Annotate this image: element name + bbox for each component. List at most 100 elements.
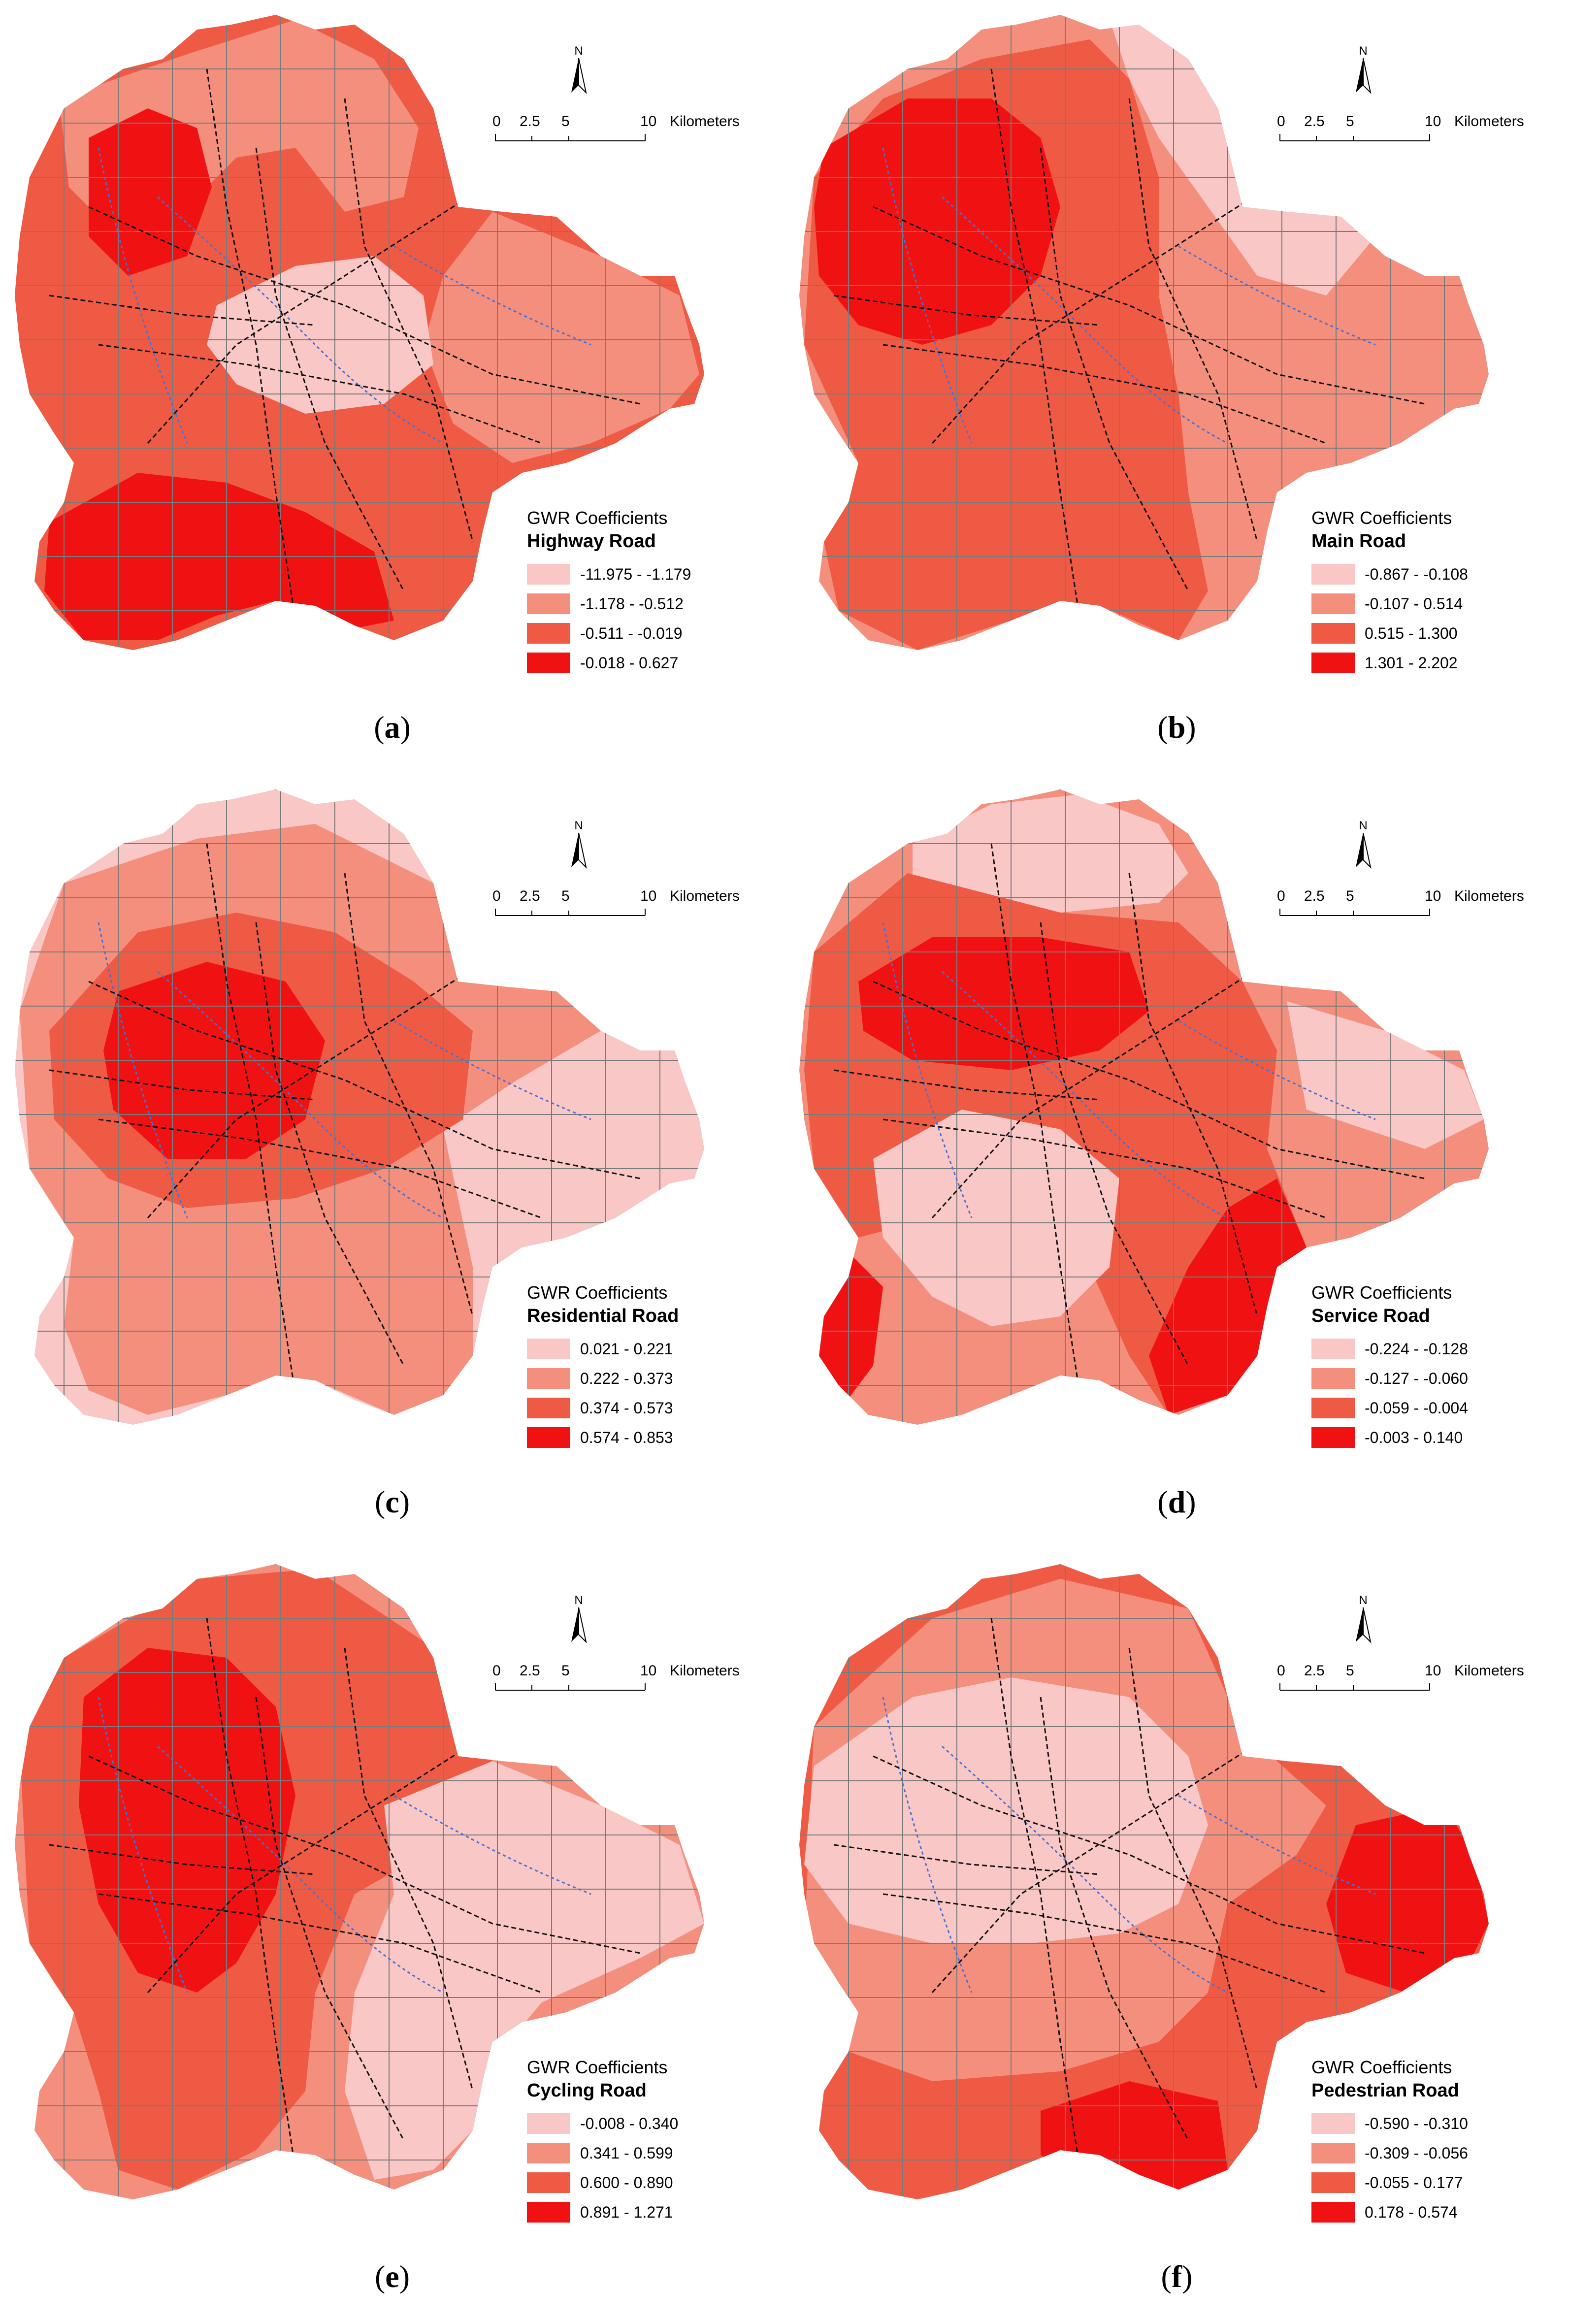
legend-swatch xyxy=(1311,2113,1355,2134)
scale-bar: 0 2.5 5 10 Kilometers xyxy=(1277,888,1543,922)
legend-row: 0.178 - 0.574 xyxy=(1311,2197,1518,2227)
legend-title: GWR Coefficients xyxy=(1311,508,1452,528)
legend-row: 0.600 - 0.890 xyxy=(527,2168,734,2197)
legend-row: -1.178 - -0.512 xyxy=(527,589,734,619)
legend-row: -0.055 - 0.177 xyxy=(1311,2168,1518,2197)
legend-swatch xyxy=(1311,2202,1355,2223)
scale-unit: Kilometers xyxy=(1454,888,1524,904)
choropleth-map xyxy=(15,1564,704,2199)
panel-letter: a xyxy=(384,710,400,745)
scale-unit: Kilometers xyxy=(670,888,740,904)
water-lines xyxy=(98,1697,591,1994)
map-panel-e: N 0 2.5 5 10 Kilometers GWR C xyxy=(0,1549,784,2324)
north-label: N xyxy=(574,1594,583,1607)
legend-title: GWR Coefficients xyxy=(527,1282,668,1303)
legend: GWR Coefficients Pedestrian Road -0.590 … xyxy=(1311,2057,1518,2227)
legend-class-label: 0.515 - 1.300 xyxy=(1365,624,1458,642)
scale-tick-0: 0 xyxy=(1277,888,1285,904)
north-arrow: N xyxy=(1351,44,1375,98)
north-label: N xyxy=(1359,1594,1368,1607)
legend-row: -0.867 - -0.108 xyxy=(1311,559,1518,589)
road-network xyxy=(49,68,641,621)
legend-class-label: -0.059 - -0.004 xyxy=(1365,1399,1468,1417)
legend-row: -0.018 - 0.627 xyxy=(527,648,734,678)
legend-class-label: 0.891 - 1.271 xyxy=(580,2203,673,2221)
legend-class-label: 1.301 - 2.202 xyxy=(1365,654,1458,672)
legend-class-label: -0.127 - -0.060 xyxy=(1365,1369,1468,1387)
scale-bar-line xyxy=(1279,1683,1430,1691)
north-arrow: N xyxy=(566,44,591,98)
legend-row: 0.021 - 0.221 xyxy=(527,1334,734,1364)
north-arrow-icon xyxy=(571,58,587,95)
scale-tick-5: 5 xyxy=(1346,113,1354,130)
legend-swatch xyxy=(527,1427,570,1448)
legend-class-label: -1.178 - -0.512 xyxy=(580,594,684,613)
choropleth-map xyxy=(799,15,1489,650)
road-network xyxy=(49,843,641,1396)
legend-road-type: Residential Road xyxy=(527,1306,679,1326)
legend-class-label: -0.867 - -0.108 xyxy=(1365,565,1468,583)
legend-swatch xyxy=(1311,2172,1355,2193)
legend-road-type: Highway Road xyxy=(527,531,656,552)
north-arrow: N xyxy=(1351,1594,1375,1648)
map-panel-d: N 0 2.5 5 10 Kilometers GWR C xyxy=(784,775,1569,1549)
water-lines xyxy=(98,922,591,1219)
legend-swatch xyxy=(527,2202,570,2223)
legend-class-label: -11.975 - -1.179 xyxy=(580,565,691,583)
legend-class-label: 0.021 - 0.221 xyxy=(580,1340,673,1358)
legend-swatch xyxy=(527,653,570,673)
north-arrow: N xyxy=(566,1594,591,1648)
legend-class-label: -0.003 - 0.140 xyxy=(1365,1428,1463,1446)
legend: GWR Coefficients Service Road -0.224 - -… xyxy=(1311,1282,1518,1452)
legend-row: 0.222 - 0.373 xyxy=(527,1364,734,1393)
north-arrow-icon xyxy=(1356,58,1372,95)
legend: GWR Coefficients Cycling Road -0.008 - 0… xyxy=(527,2057,734,2227)
scale-bar-line xyxy=(495,909,646,916)
north-arrow: N xyxy=(566,819,591,873)
panel-caption: (f) xyxy=(1161,2259,1193,2294)
scale-tick-10: 10 xyxy=(640,888,657,904)
panel-letter: f xyxy=(1171,2259,1182,2294)
legend-swatch xyxy=(1311,593,1355,614)
north-label: N xyxy=(574,44,583,58)
panel-letter: c xyxy=(385,1484,399,1519)
scale-bar: 0 2.5 5 10 Kilometers xyxy=(1277,1663,1543,1697)
scale-unit: Kilometers xyxy=(670,1663,740,1679)
water-lines xyxy=(98,147,591,444)
panel-caption: (e) xyxy=(374,2259,410,2294)
legend-swatch xyxy=(1311,2143,1355,2163)
coefficient-zones xyxy=(804,1579,1489,2190)
panel-caption: (d) xyxy=(1157,1484,1196,1519)
north-label: N xyxy=(574,819,583,832)
legend: GWR Coefficients Residential Road 0.021 … xyxy=(527,1282,734,1452)
scale-bar: 0 2.5 5 10 Kilometers xyxy=(492,888,758,922)
coefficient-zones xyxy=(20,1569,704,2190)
scale-bar-line xyxy=(1279,909,1430,916)
scale-tick-0: 0 xyxy=(1277,113,1285,130)
scale-bar: 0 2.5 5 10 Kilometers xyxy=(1277,113,1543,148)
legend-swatch xyxy=(1311,623,1355,644)
legend-row: -11.975 - -1.179 xyxy=(527,559,734,589)
scale-bar: 0 2.5 5 10 Kilometers xyxy=(492,1663,758,1697)
scale-tick-0: 0 xyxy=(492,888,501,904)
water-lines xyxy=(882,147,1376,444)
scale-tick-5: 5 xyxy=(1346,888,1354,904)
legend-class-label: -0.511 - -0.019 xyxy=(580,624,683,642)
north-arrow: N xyxy=(1351,819,1375,873)
legend-class-label: -0.590 - -0.310 xyxy=(1365,2114,1468,2132)
scale-unit: Kilometers xyxy=(1454,113,1524,130)
scale-tick-5: 5 xyxy=(1346,1663,1354,1679)
legend-class-label: -0.008 - 0.340 xyxy=(580,2114,679,2132)
legend-swatch xyxy=(1311,1427,1355,1448)
coefficient-zones xyxy=(44,20,699,640)
legend-class-label: 0.222 - 0.373 xyxy=(580,1369,673,1387)
legend-row: 0.891 - 1.271 xyxy=(527,2197,734,2227)
choropleth-map xyxy=(15,789,704,1425)
legend-swatch xyxy=(1311,564,1355,585)
north-arrow-icon xyxy=(571,832,587,869)
legend-swatch xyxy=(1311,1368,1355,1389)
scale-tick-0: 0 xyxy=(1277,1663,1285,1679)
legend-row: -0.224 - -0.128 xyxy=(1311,1334,1518,1364)
legend-class-label: 0.341 - 0.599 xyxy=(580,2144,673,2162)
legend-class-label: -0.018 - 0.627 xyxy=(580,654,679,672)
